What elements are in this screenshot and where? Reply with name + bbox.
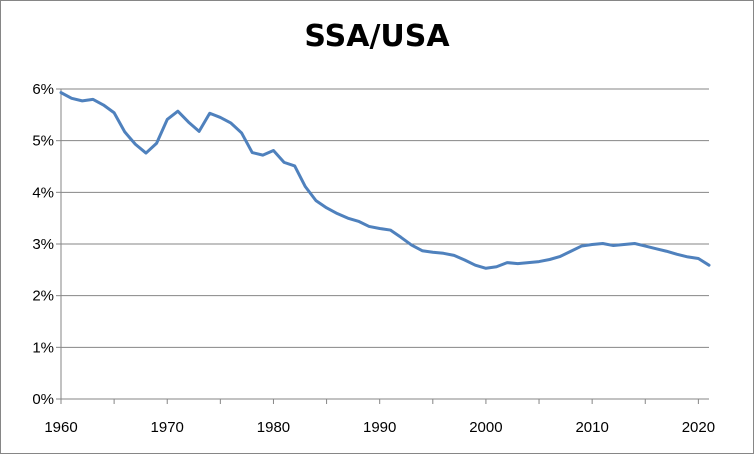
- y-tick-label: 6%: [32, 81, 54, 98]
- x-tick-label: 1980: [257, 419, 290, 436]
- gridlines: [61, 88, 709, 348]
- axes: [56, 88, 709, 404]
- x-tick-label: 2010: [575, 419, 608, 436]
- x-tick-label: 1960: [44, 419, 77, 436]
- series-line: [59, 91, 711, 270]
- x-tick-label: 2020: [682, 419, 715, 436]
- y-tick-label: 2%: [32, 288, 54, 305]
- chart-title: SSA/USA: [304, 19, 450, 54]
- y-tick-label: 1%: [32, 339, 54, 356]
- y-tick-label: 5%: [32, 133, 54, 150]
- y-tick-label: 3%: [32, 236, 54, 253]
- y-tick-labels: 0% 1% 2% 3% 4% 5% 6%: [32, 81, 54, 408]
- y-tick-label: 0%: [32, 391, 54, 408]
- x-tick-label: 2000: [469, 419, 502, 436]
- x-tick-label: 1990: [363, 419, 396, 436]
- x-tick-label: 1970: [151, 419, 184, 436]
- series-group: [59, 91, 711, 270]
- x-tick-labels: 1960 1970 1980 1990 2000 2010 2020: [44, 419, 715, 436]
- y-tick-label: 4%: [32, 184, 54, 201]
